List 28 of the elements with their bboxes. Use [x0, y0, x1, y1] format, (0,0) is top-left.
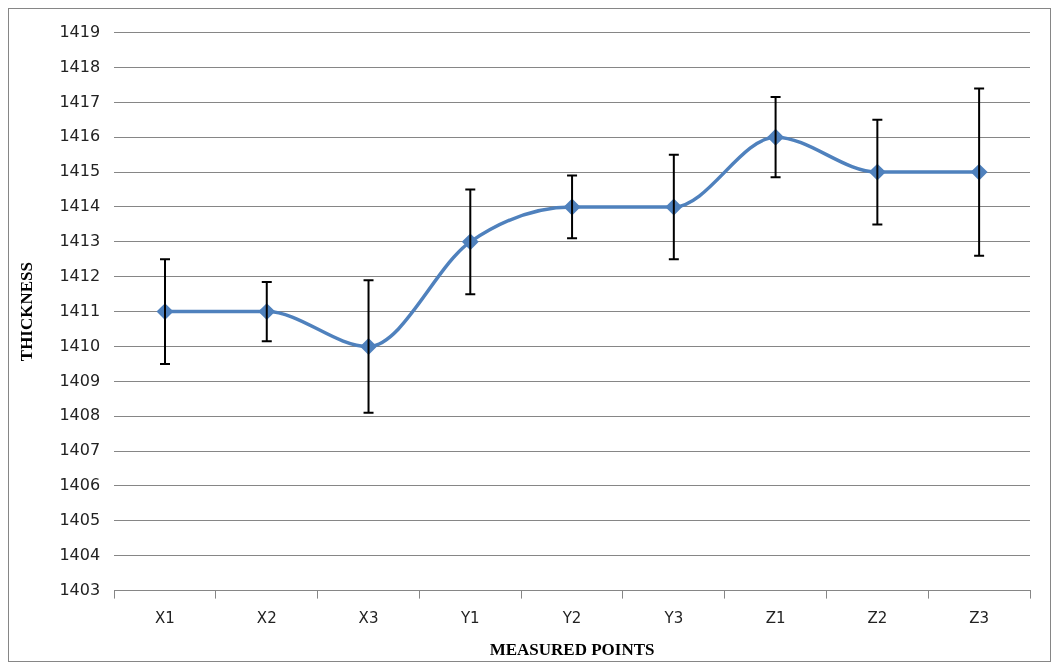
x-tick-label: Y3 [663, 609, 684, 628]
y-tick-label: 1405 [59, 510, 101, 530]
x-tick-label: X2 [256, 609, 277, 628]
y-tick-label: 1414 [59, 196, 101, 216]
y-tick-label: 1408 [59, 405, 101, 425]
y-tick-label: 1409 [59, 370, 101, 390]
x-tick-label: X3 [358, 609, 379, 628]
y-tick-label: 1417 [59, 91, 101, 111]
y-tick-label: 1412 [59, 265, 101, 285]
y-tick-label: 1418 [59, 56, 101, 76]
y-tick-label: 1404 [59, 544, 101, 564]
x-tick-label: Z1 [765, 609, 786, 628]
y-axis-title: THICKNESS [16, 262, 36, 362]
y-tick-label: 1407 [59, 440, 101, 460]
x-tick-label: Z3 [969, 609, 990, 628]
y-tick-label: 1411 [59, 300, 101, 320]
x-tick-label: Y2 [561, 609, 582, 628]
y-tick-label: 1413 [59, 231, 101, 251]
x-tick-label: X1 [155, 609, 175, 628]
y-tick-label: 1415 [59, 161, 101, 181]
y-tick-label: 1403 [59, 579, 101, 599]
y-tick-label: 1419 [59, 21, 101, 41]
x-tick-label: Y1 [459, 609, 480, 628]
y-tick-label: 1406 [59, 475, 101, 495]
y-tick-label: 1416 [59, 126, 101, 146]
x-axis-title: MEASURED POINTS [489, 640, 655, 660]
y-tick-label: 1410 [59, 335, 101, 355]
x-tick-label: Z2 [867, 609, 888, 628]
